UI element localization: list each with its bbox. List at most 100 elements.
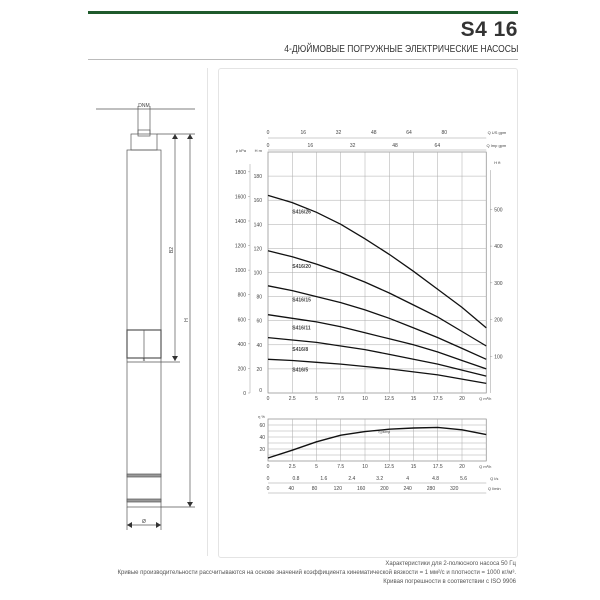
- dim-label-h: H: [184, 318, 190, 322]
- curve-label: S416/20: [292, 264, 311, 270]
- bottom-tick-label: 1.6: [320, 476, 327, 482]
- bottom-tick-label: 280: [427, 486, 436, 492]
- header-accent-bar: [88, 11, 518, 14]
- curve-s416-26: [267, 194, 487, 329]
- top-tick-label: 64: [406, 130, 412, 136]
- chart-panel: [218, 68, 518, 558]
- curve-label: S416/15: [292, 298, 311, 304]
- x-tick-label: 12.5: [384, 396, 394, 402]
- left-tick-label: 600: [238, 317, 247, 323]
- x-tick-label: 2.5: [289, 396, 296, 402]
- x-tick-label: 20: [459, 396, 465, 402]
- x-tick-label: 20: [459, 464, 465, 470]
- curve-label: S416/26: [292, 210, 311, 216]
- motor-band: [126, 473, 162, 478]
- left-tick-label: 200: [238, 366, 247, 372]
- top-tick-label: 64: [435, 143, 441, 149]
- top-tick-label: 32: [350, 143, 356, 149]
- bottom-tick-label: 0.8: [292, 476, 299, 482]
- bottom-tick-label: 4.8: [432, 476, 439, 482]
- x-tick-label: 10: [362, 464, 368, 470]
- curve-s416-8: [267, 336, 487, 377]
- bottom-tick-label: 4: [406, 476, 409, 482]
- curve-s416-20: [267, 250, 487, 347]
- y-tick-label: 60: [256, 319, 262, 325]
- footer-notes: Характеристики для 2-полюсного насоса 50…: [117, 560, 516, 587]
- x-tick-label: 7.5: [337, 396, 344, 402]
- top-axis-label: Q Imp gpm: [486, 143, 506, 148]
- bottom-tick-label: 160: [357, 486, 366, 492]
- curve-label: S416/11: [292, 325, 311, 331]
- y-tick-label: 20: [256, 367, 262, 373]
- right-tick-label: 500: [494, 207, 503, 213]
- x-tick-label: 5: [315, 396, 318, 402]
- left-tick-label: 0: [243, 391, 246, 397]
- eta-tick-label: 40: [259, 435, 265, 441]
- curve-label: S416/5: [292, 367, 308, 373]
- x-tick-label: 2.5: [289, 464, 296, 470]
- dim-label-b2: B2: [169, 247, 175, 253]
- x-axis-label: Q m³/h: [479, 396, 491, 401]
- x-tick-label: 0: [267, 396, 270, 402]
- x-tick-label: 15: [411, 396, 417, 402]
- x-tick-label: 15: [411, 464, 417, 470]
- header-divider: [88, 59, 518, 60]
- bottom-axis-label: Q l/min: [488, 486, 501, 491]
- bottom-tick-label: 200: [380, 486, 389, 492]
- y-tick-label: 120: [254, 246, 263, 252]
- left-tick-label: 1600: [235, 194, 246, 200]
- x-tick-label: 0: [267, 464, 270, 470]
- arrow-icon: [187, 502, 193, 507]
- right-tick-label: 400: [494, 244, 503, 250]
- pump-outlet: [137, 129, 151, 137]
- y-axis-label: H m: [255, 148, 263, 153]
- curve-s416-5: [267, 358, 487, 385]
- top-tick-label: 16: [300, 130, 306, 136]
- eta-axis-label: η %: [258, 414, 265, 419]
- left-tick-label: 800: [238, 293, 247, 299]
- x-axis-label: Q m³/h: [479, 464, 491, 469]
- arrow-icon: [172, 356, 178, 361]
- footer-note: Характеристики для 2-полюсного насоса 50…: [385, 561, 516, 567]
- top-tick-label: 48: [371, 130, 377, 136]
- y-tick-label: 80: [256, 295, 262, 301]
- top-axis-label: Q US gpm: [488, 130, 507, 135]
- right-tick-label: 200: [494, 318, 503, 324]
- curve-label: S416/8: [292, 347, 308, 353]
- bottom-tick-label: 2.4: [348, 476, 355, 482]
- right-tick-label: 300: [494, 281, 503, 287]
- curve-s416-11: [267, 314, 487, 370]
- efficiency-plot-area: [267, 418, 487, 462]
- left-axis-label: p kPa: [236, 148, 247, 153]
- bottom-tick-label: 120: [334, 486, 343, 492]
- bottom-tick-label: 0: [267, 486, 270, 492]
- y-tick-label: 40: [256, 343, 262, 349]
- top-tick-label: 0: [267, 130, 270, 136]
- x-tick-label: 17.5: [433, 396, 443, 402]
- bottom-tick-label: 240: [404, 486, 413, 492]
- bottom-tick-label: 40: [288, 486, 294, 492]
- x-tick-label: 10: [362, 396, 368, 402]
- footer-note: Кривая погрешности в соответствии с ISO …: [383, 579, 516, 585]
- right-axis-label: H ft: [494, 160, 501, 165]
- efficiency-curve-label: η pump: [379, 430, 391, 434]
- bottom-axis-label: Q l/s: [490, 476, 498, 481]
- y-tick-label: 100: [254, 271, 263, 277]
- dim-label-dnm: DNM: [138, 103, 149, 109]
- eta-tick-label: 20: [259, 447, 265, 453]
- top-tick-label: 0: [267, 143, 270, 149]
- arrow-icon: [156, 522, 161, 528]
- motor-band: [126, 498, 162, 503]
- arrow-icon: [172, 134, 178, 139]
- footer-note: Кривые производительности рассчитываются…: [117, 570, 516, 576]
- left-tick-label: 1400: [235, 219, 246, 225]
- arrow-icon: [187, 134, 193, 139]
- bottom-tick-label: 5.6: [460, 476, 467, 482]
- top-tick-label: 32: [336, 130, 342, 136]
- bottom-tick-label: 3.2: [376, 476, 383, 482]
- x-tick-label: 7.5: [337, 464, 344, 470]
- curve-s416-15: [267, 285, 487, 360]
- pump-body: [126, 149, 162, 508]
- eta-tick-label: 60: [259, 423, 265, 429]
